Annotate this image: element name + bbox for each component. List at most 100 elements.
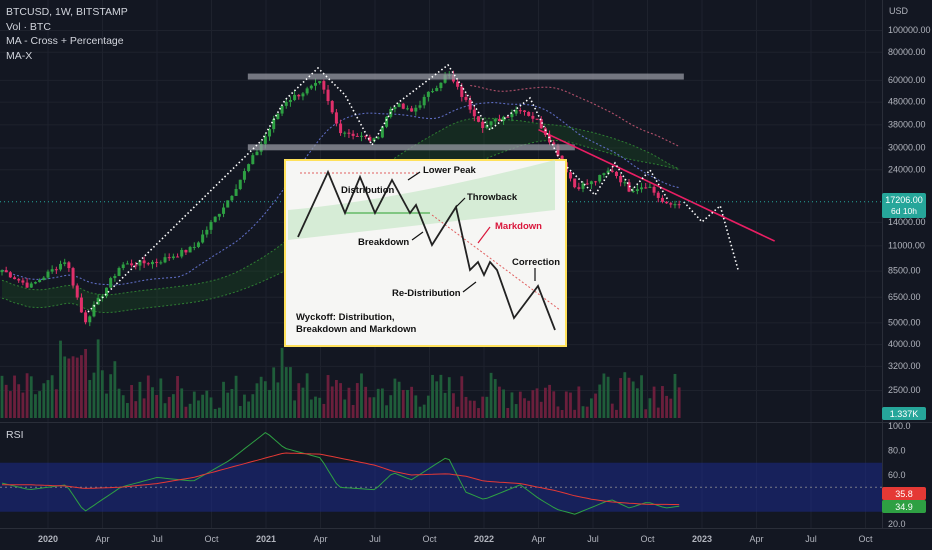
candle-body: [347, 132, 351, 134]
time-tick-label: Apr: [531, 534, 545, 544]
volume-bar: [134, 401, 138, 418]
wyckoff-dotted-path: [87, 63, 669, 313]
rsi-badge: 34.9: [882, 500, 926, 513]
volume-bar: [648, 398, 652, 418]
candle-body: [217, 213, 221, 217]
volume-bar: [155, 394, 159, 418]
rsi-label: 34.9: [895, 502, 913, 512]
candle-body: [75, 285, 79, 298]
volume-bar: [339, 383, 342, 418]
volume-bar: [602, 373, 606, 418]
volume-bar: [548, 384, 551, 418]
volume-bar: [314, 396, 317, 418]
candle-body: [410, 108, 414, 112]
candle-body: [339, 123, 343, 134]
volume-bar: [142, 398, 146, 418]
candle-body: [648, 186, 652, 188]
candle-body: [485, 125, 489, 129]
volume-bar: [92, 372, 96, 418]
time-axis: 2020 Apr Jul Oct 2021 Apr Jul Oct 2022 Apr Jul Oct 2…: [38, 534, 873, 544]
ma-line-red: [470, 84, 680, 147]
volume-bar: [456, 406, 460, 418]
volume-bar: [167, 396, 171, 418]
candle-body: [121, 264, 125, 269]
candle-body: [677, 204, 681, 206]
candle-body: [67, 262, 71, 269]
candle-body: [577, 187, 581, 189]
volume-bar: [109, 374, 113, 418]
candle-body: [4, 270, 8, 273]
candle-body: [405, 108, 409, 110]
inset-arrow-redistribution: [462, 281, 477, 293]
volume-bar: [514, 404, 518, 418]
legend-ma[interactable]: MA - Cross + Percentage: [6, 35, 124, 47]
volume-badge: 1.337K: [882, 407, 926, 420]
candle-body: [50, 269, 54, 272]
candle-body: [614, 171, 618, 177]
volume-bar: [46, 380, 50, 418]
volume-bar: [126, 403, 129, 418]
volume-bar: [159, 378, 163, 418]
candle-body: [644, 187, 648, 189]
candle-body: [251, 155, 255, 165]
volume-bar: [297, 383, 301, 418]
candle-body: [79, 297, 83, 313]
candle-body: [63, 262, 67, 264]
volume-bar: [243, 394, 246, 418]
candle-body: [326, 89, 330, 102]
wyckoff-inset: Distribution Lower Peak Throwback Breakd…: [284, 159, 567, 347]
candle-body: [610, 170, 614, 172]
rsi-ma-badge: 35.8: [882, 487, 926, 500]
candle-body: [84, 312, 88, 323]
volume-bar: [669, 398, 673, 418]
volume-bar: [217, 407, 221, 418]
volume-bar: [184, 406, 188, 418]
candle-body: [393, 106, 397, 110]
volume-bar: [113, 361, 117, 418]
candle-body: [640, 187, 644, 190]
volume-bar: [464, 396, 468, 418]
volume-bar: [289, 367, 292, 418]
price-tick-label: 2500.00: [888, 385, 921, 395]
volume-bar: [309, 399, 313, 418]
volume-bar: [468, 400, 472, 418]
volume-bar: [188, 403, 192, 418]
candle-body: [477, 116, 481, 122]
volume-bar: [42, 383, 46, 418]
volume-bar: [661, 386, 664, 418]
candle-body: [602, 173, 606, 175]
candle-body: [71, 268, 75, 286]
resistance-zone: [247, 73, 684, 80]
candle-body: [318, 81, 322, 83]
volume-bar: [259, 376, 263, 418]
time-tick-label: 2020: [38, 534, 58, 544]
volume-bar: [59, 340, 62, 418]
volume-bar: [598, 384, 602, 418]
volume-bar: [606, 376, 610, 418]
candle-body: [297, 94, 301, 97]
volume-bar: [393, 378, 397, 418]
legend-volume[interactable]: Vol · BTC: [6, 20, 51, 33]
candle-body: [372, 138, 376, 141]
rsi-tick-label: 20.0: [888, 519, 906, 529]
volume-bar: [130, 385, 133, 418]
legend-symbol[interactable]: BTCUSD, 1W, BITSTAMP: [6, 6, 128, 18]
volume-bar: [447, 377, 451, 418]
candle-body: [234, 189, 238, 196]
volume-bar: [67, 358, 71, 418]
candle-body: [660, 197, 664, 202]
volume-bar: [589, 398, 593, 418]
candle-body: [196, 242, 200, 247]
rsi-title[interactable]: RSI: [6, 429, 24, 441]
volume-bar: [619, 378, 623, 418]
candle-body: [13, 277, 17, 280]
inset-label-markdown: Markdown: [495, 221, 542, 232]
candle-body: [414, 107, 418, 112]
candle-body: [113, 275, 117, 279]
candle-body: [539, 119, 543, 129]
legend-ma-x[interactable]: MA-X: [6, 49, 33, 62]
price-axis: 100000.00 80000.00 60000.00 48000.00 38000.0…: [888, 25, 931, 395]
candle-body: [0, 270, 4, 273]
volume-bar: [96, 339, 100, 418]
volume-bar: [180, 388, 184, 418]
